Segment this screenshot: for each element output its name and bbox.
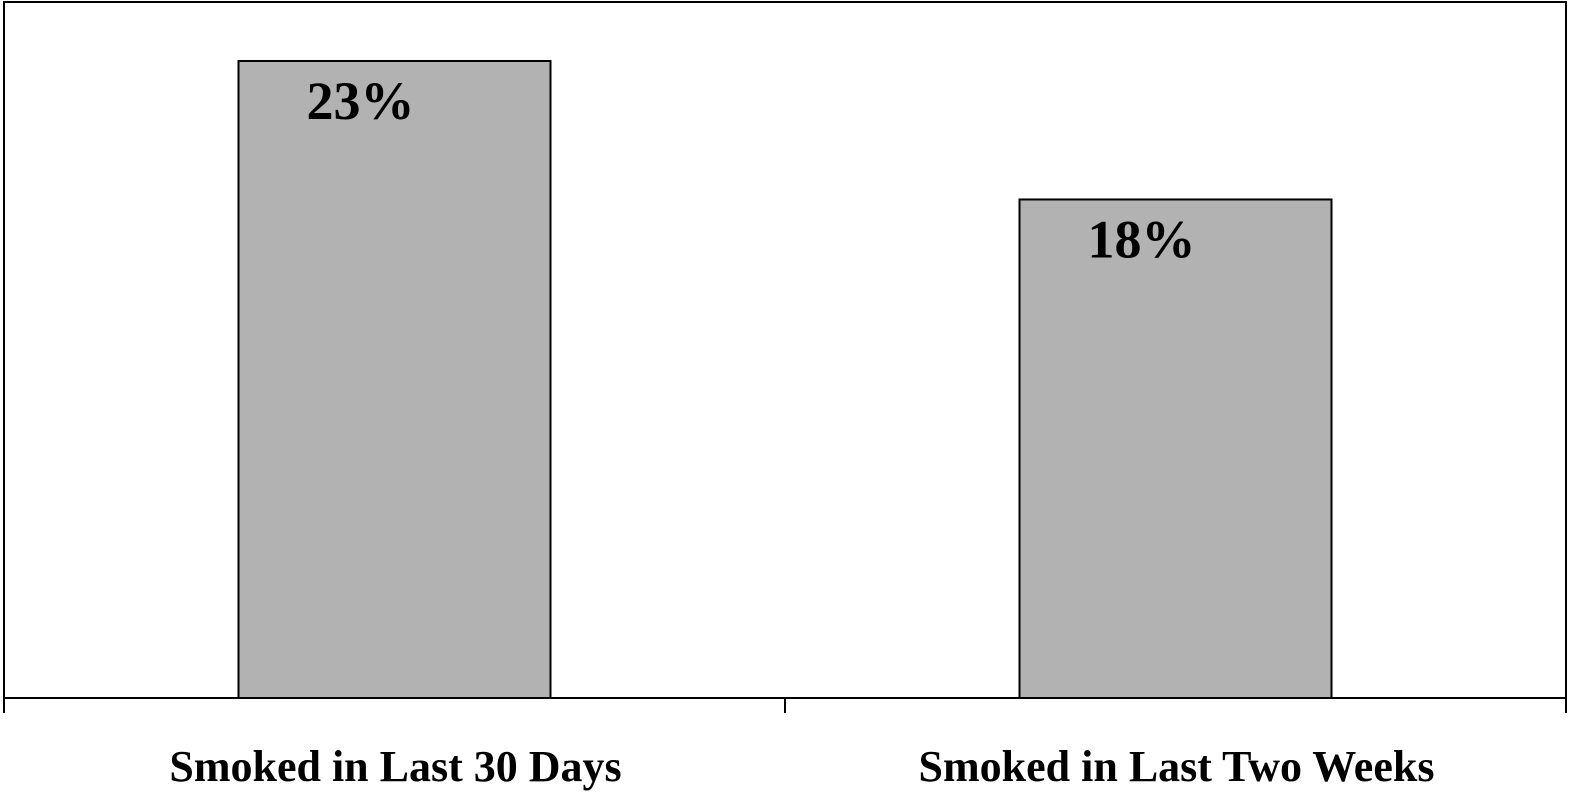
bar-2 <box>1018 198 1333 699</box>
bar-1 <box>237 59 552 700</box>
x-axis-ticks <box>3 698 1567 713</box>
bars-group: 23% 18% <box>237 59 1333 700</box>
category-labels: Smoked in Last 30 Days Smoked in Last Two… <box>169 742 1434 791</box>
data-label-2: 18% <box>1088 209 1196 269</box>
category-label-2: Smoked in Last Two Weeks <box>919 742 1435 791</box>
category-label-1: Smoked in Last 30 Days <box>169 742 621 791</box>
data-label-1: 23% <box>307 71 415 131</box>
